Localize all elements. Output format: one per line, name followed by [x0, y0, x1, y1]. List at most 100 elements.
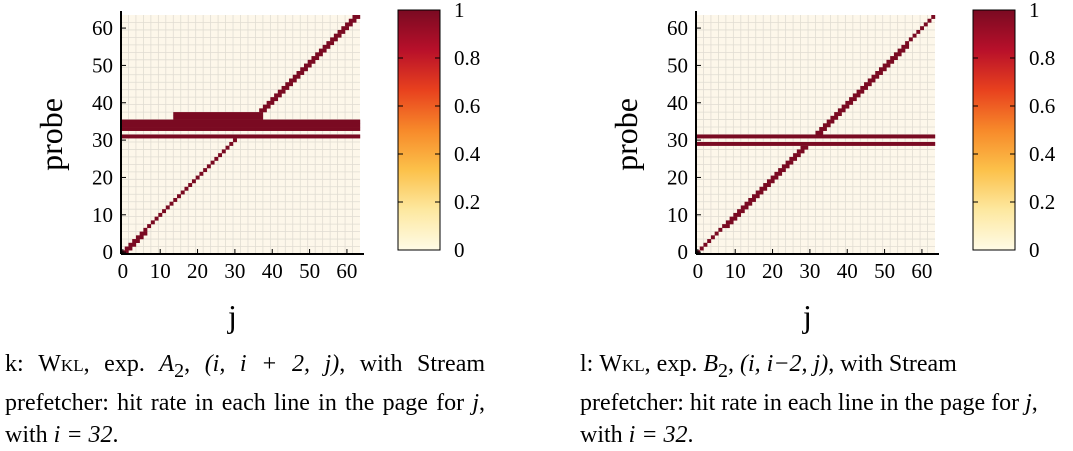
heat-cell — [916, 29, 921, 34]
colorbar-tick-label: 0 — [1029, 238, 1040, 262]
heat-cell — [860, 85, 868, 90]
heat-cell — [778, 168, 786, 173]
heat-cell — [203, 168, 208, 173]
x-axis-label: j — [227, 298, 237, 334]
heat-cell — [270, 97, 279, 102]
heat-cell — [289, 78, 297, 83]
heat-cell — [785, 160, 794, 165]
heat-cell — [755, 190, 764, 195]
heat-cell — [927, 18, 932, 23]
heatmap-k: 0 10 20 30 40 50 60 0 10 20 30 40 50 60 j probe 0 0.2 0.4 0… — [33, 0, 481, 334]
y-tick-label: 10 — [667, 203, 688, 227]
y-tick-label: 30 — [667, 128, 688, 152]
heat-cell — [132, 239, 140, 243]
heat-cell — [326, 41, 335, 46]
x-tick-label: 10 — [150, 259, 171, 283]
heat-cell — [699, 246, 704, 251]
x-tick-label: 50 — [299, 259, 320, 283]
heat-cell — [841, 104, 850, 109]
heat-cell — [707, 239, 712, 243]
heat-cell — [722, 224, 730, 229]
heat-cell — [864, 82, 872, 87]
heat-cell — [901, 44, 910, 49]
heat-cell — [322, 44, 331, 49]
heat-cell — [867, 78, 876, 83]
x-tick-label: 60 — [911, 259, 932, 283]
heat-cell — [233, 138, 237, 143]
chart-panel-l: 0 10 20 30 40 50 60 0 10 20 30 40 50 60 j probe 0 0.2 0.4 0… — [575, 0, 1073, 449]
heat-cell — [337, 29, 346, 34]
x-tick-label: 50 — [874, 259, 895, 283]
heat-cell — [345, 22, 353, 27]
heat-cell — [173, 112, 264, 117]
heat-cell — [333, 33, 342, 38]
heat-cell — [341, 26, 349, 31]
heat-cell — [285, 82, 293, 87]
heat-cell — [737, 209, 745, 214]
colorbar-tick-label: 0.8 — [454, 46, 480, 70]
heat-cell — [912, 33, 917, 38]
heat-cell — [124, 246, 133, 251]
heat-cell — [121, 119, 361, 124]
heat-cell — [878, 67, 887, 72]
heat-cell — [763, 183, 771, 187]
heat-cell — [199, 171, 204, 176]
caption-l: l: Wkl, exp. B2, (i, i−2, j), with Strea… — [580, 351, 1038, 448]
heat-cell — [781, 164, 790, 169]
heat-cell — [893, 52, 902, 57]
heat-cell — [897, 48, 906, 53]
heat-cell — [266, 100, 275, 105]
heat-cell — [158, 212, 163, 217]
colorbar — [972, 9, 1016, 251]
heat-cell — [262, 104, 271, 109]
heat-cell — [852, 93, 861, 98]
heat-cell — [766, 179, 775, 184]
heat-cell — [834, 112, 842, 117]
y-axis-label: probe — [608, 98, 644, 171]
heat-cell — [725, 220, 734, 225]
heat-cell — [923, 22, 928, 27]
heat-cell — [822, 123, 831, 128]
heat-cell — [748, 197, 756, 202]
heat-cell — [714, 231, 719, 236]
y-tick-label: 0 — [678, 240, 689, 264]
heat-cell — [128, 242, 137, 247]
chart-panel-k: 0 10 20 30 40 50 60 0 10 20 30 40 50 60 j probe 0 0.2 0.4 0… — [0, 0, 520, 449]
heat-cell — [718, 227, 723, 232]
heat-cell — [259, 108, 267, 113]
heat-cell — [296, 71, 305, 75]
colorbar — [397, 9, 441, 251]
colorbar-tick-label: 0.8 — [1029, 46, 1055, 70]
x-tick-label: 20 — [762, 259, 783, 283]
y-tick-label: 60 — [92, 16, 113, 40]
heat-cell — [154, 216, 159, 221]
heat-cell — [173, 115, 264, 120]
heat-cell — [733, 212, 742, 217]
x-tick-label: 60 — [336, 259, 357, 283]
colorbar-tick-label: 1 — [454, 0, 465, 22]
heat-cell — [281, 85, 290, 90]
heat-cell — [703, 242, 708, 247]
heat-cell — [740, 205, 749, 210]
heat-cell — [875, 71, 883, 75]
heat-cell — [135, 235, 144, 240]
y-tick-label: 20 — [92, 165, 113, 189]
heat-cell — [819, 127, 827, 131]
heat-cell — [774, 171, 783, 176]
heat-cell — [837, 108, 846, 113]
colorbar-tick-label: 0.2 — [454, 190, 480, 214]
y-tick-label: 30 — [92, 128, 113, 152]
heat-cell — [752, 194, 760, 199]
heat-cell — [307, 59, 316, 64]
colorbar-tick-label: 0.6 — [454, 94, 480, 118]
heat-cell — [800, 145, 809, 150]
heat-cell — [744, 201, 753, 206]
heat-cell — [188, 183, 193, 187]
colorbar-tick-label: 0.4 — [1029, 142, 1056, 166]
heat-cell — [180, 190, 185, 195]
heat-cell — [759, 186, 768, 191]
x-tick-label: 0 — [693, 259, 704, 283]
x-tick-label: 10 — [725, 259, 746, 283]
heat-cell — [793, 153, 801, 158]
heat-cell — [191, 179, 196, 184]
